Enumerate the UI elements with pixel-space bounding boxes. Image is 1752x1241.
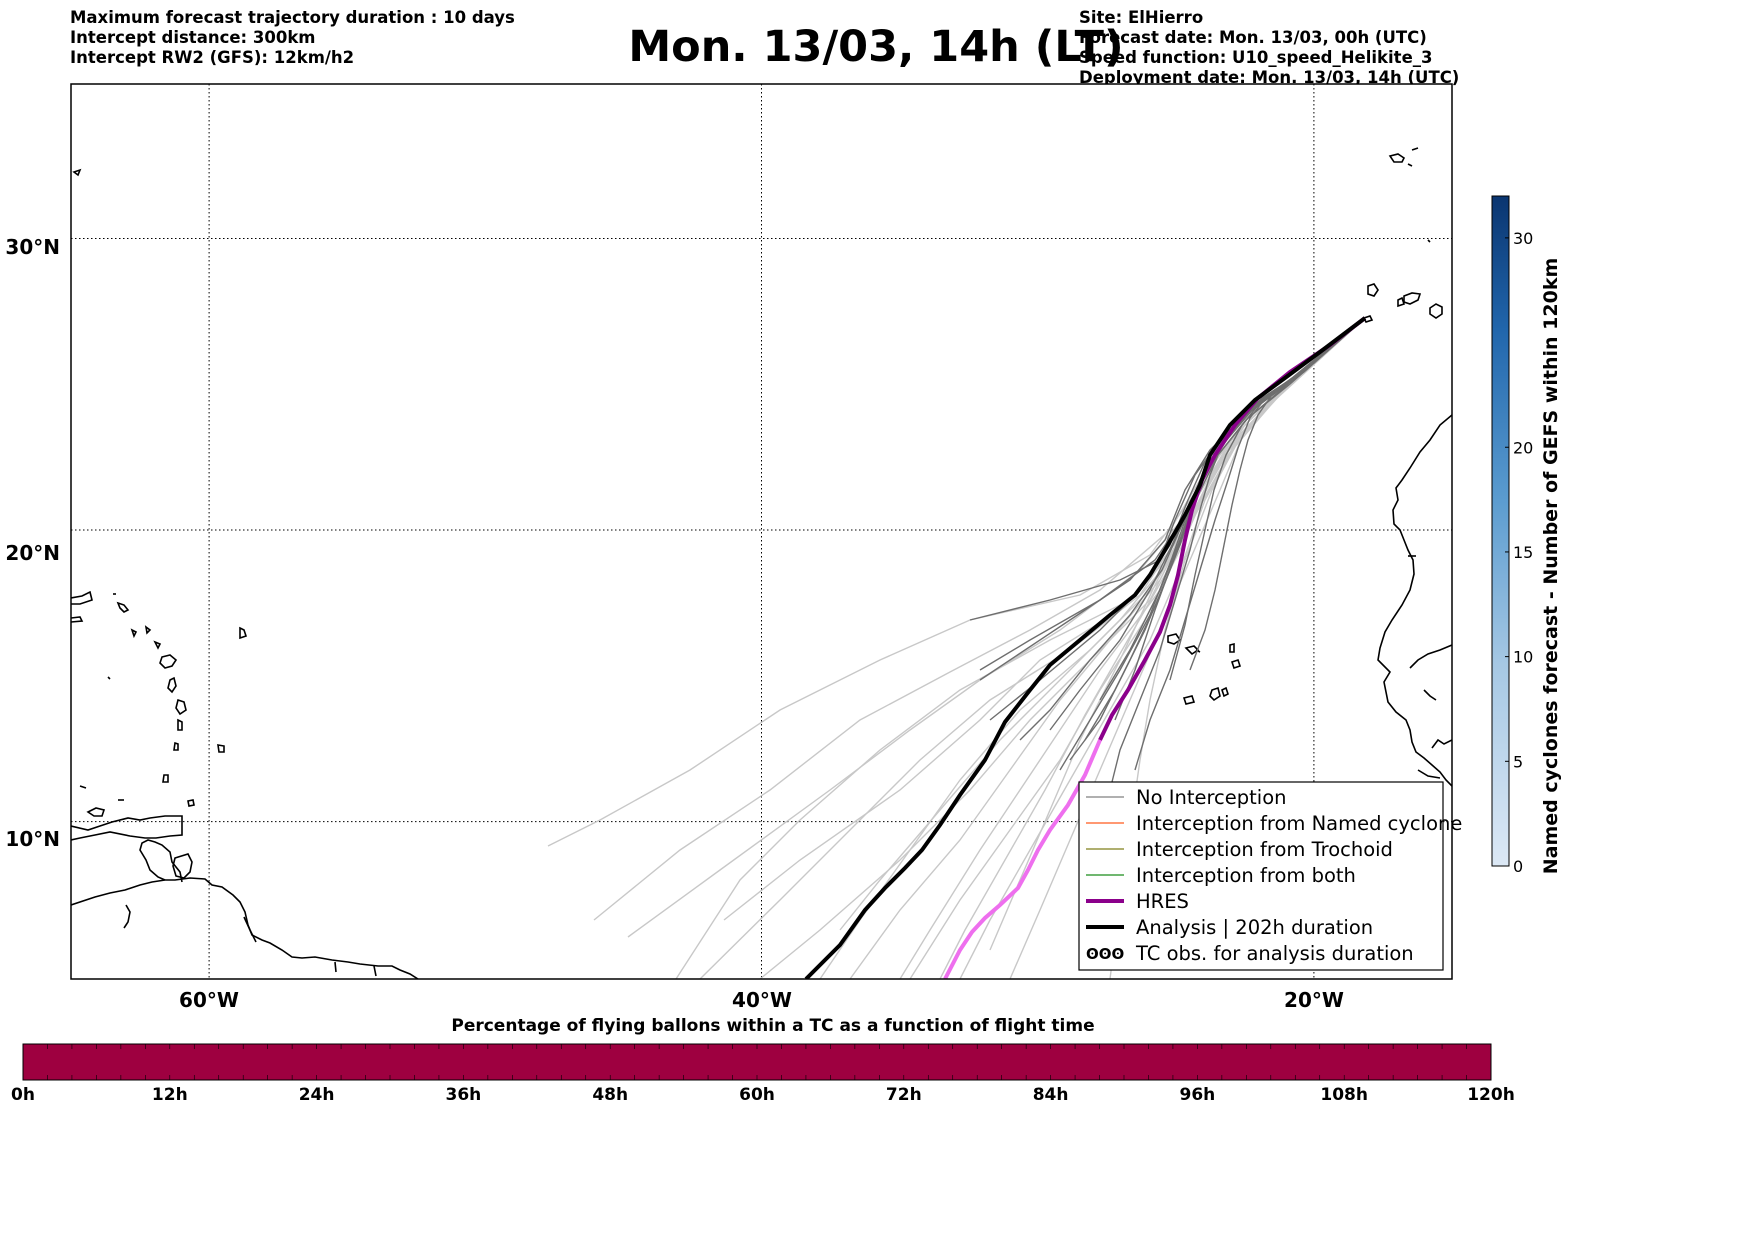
lon-label-60w: 60°W	[179, 988, 239, 1012]
hour-label: 108h	[1320, 1085, 1368, 1105]
legend-label: Interception from Trochoid	[1136, 838, 1393, 861]
hour-label: 84h	[1033, 1085, 1069, 1105]
legend-label: Interception from Named cyclone	[1136, 812, 1462, 835]
hour-label: 48h	[592, 1085, 628, 1105]
legend-item: No Interception	[1086, 786, 1287, 809]
flight-time-bar: Percentage of flying ballons within a TC…	[11, 1016, 1515, 1105]
tobago-island	[187, 799, 195, 807]
graticule	[71, 84, 1452, 979]
flight-time-bar-title: Percentage of flying ballons within a TC…	[451, 1016, 1094, 1036]
trinidad-island	[172, 853, 193, 879]
legend-label: Interception from both	[1136, 864, 1356, 887]
hour-label: 72h	[886, 1085, 922, 1105]
legend-item: ʘʘʘ TC obs. for analysis duration	[1086, 942, 1414, 965]
coastlines	[71, 147, 1452, 979]
legend-label: Analysis | 202h duration	[1136, 916, 1373, 939]
colorbar-tick-label: 10	[1513, 648, 1533, 667]
colorbar-tick-label: 5	[1513, 752, 1523, 771]
map-frame	[70, 83, 1453, 980]
legend-box	[1078, 781, 1444, 971]
tc-obs-symbol: ʘʘʘ	[1086, 945, 1124, 963]
legend-label: No Interception	[1136, 786, 1287, 809]
analysis-trajectory	[804, 316, 1367, 979]
hour-label: 60h	[739, 1085, 775, 1105]
hour-label: 12h	[152, 1085, 188, 1105]
lanzarote-island	[1429, 303, 1443, 319]
header-left-info: Maximum forecast trajectory duration : 1…	[70, 8, 515, 68]
colorbar-title: Named cyclones forecast - Number of GEFS…	[1540, 258, 1562, 875]
deployment-date-text: Deployment date: Mon. 13/03, 14h (UTC)	[1079, 68, 1460, 87]
lon-label-40w: 40°W	[732, 988, 792, 1012]
martinique-island	[175, 698, 187, 716]
legend-item: HRES	[1086, 890, 1189, 913]
colorbar: 0 5 10 15 20 30 Named cyclones forecast - Num…	[1491, 195, 1562, 876]
guadeloupe-island	[159, 654, 178, 669]
lat-label-20n: 20°N	[5, 541, 60, 565]
cape-verde-santo-antao	[1167, 633, 1182, 645]
dominica-island	[167, 676, 177, 694]
legend-item: Interception from Named cyclone	[1086, 812, 1462, 835]
legend-label: HRES	[1136, 890, 1189, 913]
flight-time-bar-fill	[22, 1043, 1492, 1081]
lon-label-20w: 20°W	[1284, 988, 1344, 1012]
site-text: Site: ElHierro	[1079, 8, 1204, 27]
legend: No Interception Interception from Named c…	[1078, 781, 1462, 971]
hres-trajectory-late	[943, 739, 1102, 979]
speed-function-text: Speed function: U10_speed_Helikite_3	[1079, 48, 1433, 67]
intercept-rw2-text: Intercept RW2 (GFS): 12km/h2	[70, 48, 355, 67]
colorbar-gradient	[1491, 195, 1510, 867]
tenerife-island	[1367, 283, 1379, 297]
colorbar-tick-label: 30	[1513, 229, 1533, 248]
header-right-info: Site: ElHierro Forecast date: Mon. 13/03…	[1079, 8, 1459, 88]
africa-coast	[1377, 414, 1452, 787]
st-lucia-island	[177, 718, 183, 731]
lat-label-30n: 30°N	[5, 235, 60, 259]
legend-item: Interception from Trochoid	[1086, 838, 1393, 861]
st-vincent-island	[173, 741, 179, 751]
legend-item: Analysis | 202h duration	[1086, 916, 1373, 939]
legend-item: Interception from both	[1086, 864, 1356, 887]
intercept-distance-text: Intercept distance: 300km	[70, 28, 316, 47]
legend-label: TC obs. for analysis duration	[1135, 942, 1414, 965]
colorbar-tick-label: 0	[1513, 857, 1523, 876]
barbados-island	[217, 744, 225, 753]
lat-label-10n: 10°N	[5, 827, 60, 851]
hour-label: 24h	[299, 1085, 335, 1105]
antigua-island	[153, 640, 162, 650]
max-duration-text: Maximum forecast trajectory duration : 1…	[70, 8, 515, 27]
hour-label: 36h	[446, 1085, 482, 1105]
colorbar-tick-label: 15	[1513, 543, 1533, 562]
hour-label: 120h	[1467, 1085, 1515, 1105]
gulf-paria-coast	[139, 839, 183, 883]
grenada-island	[162, 774, 169, 783]
hour-label: 0h	[11, 1085, 35, 1105]
caribbean-north-coast	[71, 815, 183, 841]
fuerteventura-island	[1397, 296, 1406, 308]
colorbar-tick-label: 20	[1513, 438, 1533, 457]
page-title: Mon. 13/03, 14h (LT)	[628, 22, 1124, 72]
hour-label: 96h	[1180, 1085, 1216, 1105]
forecast-date-text: Forecast date: Mon. 13/03, 00h (UTC)	[1079, 28, 1427, 47]
